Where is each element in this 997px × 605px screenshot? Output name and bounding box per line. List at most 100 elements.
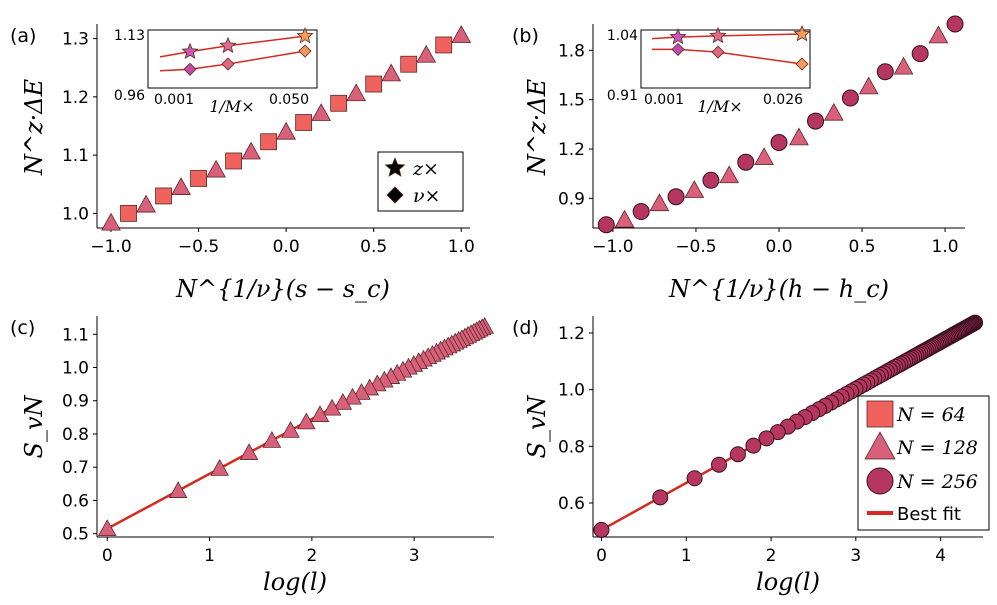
x-tick-label: −0.5	[675, 237, 716, 257]
inset-y-tick: 0.91	[607, 88, 638, 104]
data-point	[416, 44, 437, 63]
y-tick-label: 0.8	[558, 437, 585, 457]
inset-star-point	[181, 42, 199, 59]
inset-z-line	[651, 33, 803, 40]
data-point	[667, 188, 685, 206]
inset-star-point	[793, 24, 811, 42]
x-tick-label: 0	[596, 546, 607, 566]
inset: 1.13 0.96 0.001 0.050 1/M×	[114, 27, 318, 116]
panel-d: 0 1 2 3 40.60.81.01.2(d)log(l)S_vN N = 64N = …	[512, 314, 990, 596]
data-point	[281, 420, 300, 438]
y-tick-label: 0.6	[558, 494, 585, 514]
y-tick-label: 0.7	[62, 458, 89, 478]
y-axis-label: S_vN	[523, 395, 551, 459]
y-tick-label: 0.9	[62, 392, 89, 412]
y-tick-label: 1.0	[62, 359, 89, 379]
y-tick-label: 0.6	[62, 491, 89, 511]
data-point	[190, 170, 207, 187]
data-point	[684, 180, 705, 198]
inset-x-tick: 0.050	[269, 92, 309, 108]
data-point	[770, 133, 788, 151]
data-point	[310, 405, 330, 422]
inset-nu-line	[652, 48, 803, 65]
data-point	[729, 446, 746, 463]
inset-z-line	[159, 35, 306, 58]
data-point	[745, 437, 762, 454]
data-point	[946, 15, 964, 33]
data-point	[758, 430, 775, 447]
panel-label: (b)	[512, 25, 539, 47]
x-tick-label: 4	[935, 546, 946, 566]
series-N128	[97, 316, 494, 536]
y-axis-label: N^z·ΔE	[20, 78, 48, 176]
legend-label: N = 128	[896, 437, 978, 459]
x-axis-label: log(l)	[756, 568, 820, 596]
data-point	[311, 103, 332, 121]
data-point	[225, 152, 242, 170]
inset-diamond-point	[711, 45, 725, 59]
data-point	[686, 470, 703, 487]
data-point	[262, 430, 282, 448]
x-tick-label: −0.5	[178, 237, 219, 257]
data-point	[719, 165, 740, 184]
inset-nu-line	[159, 50, 306, 72]
inset-y-tick: 1.13	[114, 28, 145, 44]
data-point	[365, 75, 383, 93]
data-point	[807, 112, 825, 130]
x-tick-label: 0.0	[273, 237, 300, 257]
data-point	[260, 133, 278, 151]
legend: N = 64 N = 128 N = 256 Best fit	[857, 395, 990, 531]
series-N256	[593, 314, 984, 538]
data-point	[858, 76, 879, 95]
data-point	[330, 94, 348, 112]
x-tick-label: 1	[204, 546, 215, 566]
data-point	[789, 127, 809, 146]
x-tick-label: 1.0	[932, 237, 959, 257]
data-point	[352, 382, 371, 400]
x-tick-label: 0.0	[765, 237, 792, 257]
inset-x-tick: 0.001	[154, 92, 194, 108]
inset-x-tick: 0.026	[763, 92, 803, 108]
data-point	[928, 25, 949, 44]
inset-diamond-point	[221, 57, 235, 71]
data-point	[823, 102, 844, 121]
x-tick-label: −1.0	[90, 237, 131, 257]
inset-star-point	[296, 27, 314, 44]
data-point	[97, 519, 117, 536]
panel-label: (c)	[10, 317, 35, 339]
inset-star-point	[219, 36, 237, 54]
inset-diamond-point	[795, 57, 809, 71]
y-tick-label: 1.2	[62, 88, 89, 108]
panel-label: (a)	[10, 25, 36, 47]
inset: 1.04 0.91 0.001 0.026 1/M×	[607, 24, 811, 116]
circle-marker-icon	[866, 467, 894, 495]
data-point	[593, 521, 610, 538]
data-point	[276, 121, 297, 140]
inset-diamond-point	[298, 44, 312, 58]
x-axis-label: N^{1/ν}(h − h_c)	[668, 275, 889, 303]
legend-label: N = 64	[896, 404, 966, 426]
x-tick-label: 0.5	[360, 237, 387, 257]
data-point	[597, 216, 615, 234]
inset-star-point	[669, 28, 687, 45]
inset-x-tick: 0.001	[644, 92, 684, 108]
data-point	[136, 194, 156, 213]
inset-star-point	[709, 26, 727, 44]
data-point	[435, 36, 453, 54]
series-N64	[120, 36, 453, 222]
data-point	[876, 63, 894, 81]
x-tick-label: 2	[766, 546, 777, 566]
data-point	[210, 459, 229, 476]
data-point	[702, 171, 720, 189]
data-point	[322, 398, 342, 416]
series-N128	[614, 25, 949, 228]
data-point	[101, 212, 121, 231]
data-point	[171, 177, 191, 195]
data-point	[155, 187, 172, 205]
y-tick-label: 1.0	[62, 204, 89, 224]
y-tick-label: 0.9	[558, 189, 585, 209]
data-point	[911, 45, 929, 63]
y-axis-label: N^z·ΔE	[523, 78, 551, 176]
series-N256	[597, 15, 964, 234]
x-axis-label: log(l)	[263, 568, 327, 596]
